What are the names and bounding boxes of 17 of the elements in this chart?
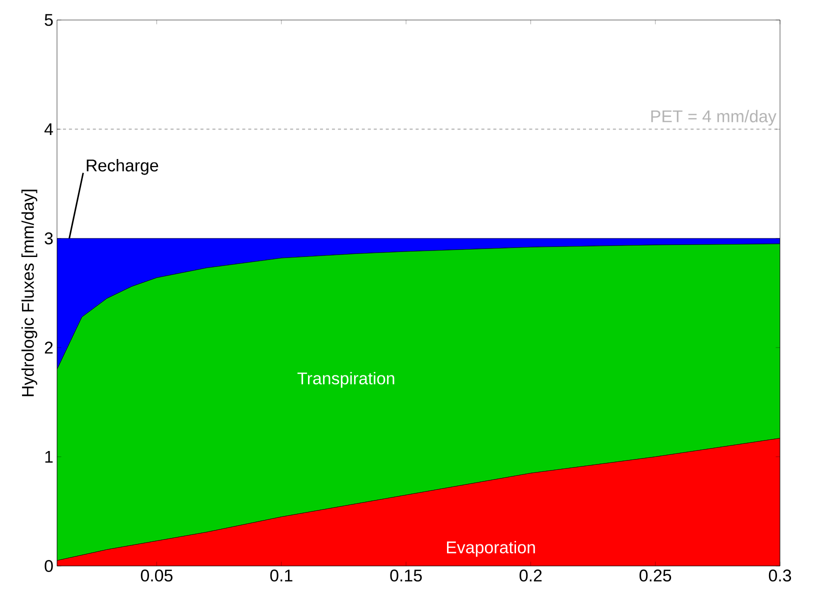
text: Recharge (86, 159, 158, 175)
y-tick-label: 5 (44, 14, 53, 26)
series-label: Evaporation (447, 540, 535, 557)
y-tick-label: 4 (44, 123, 53, 136)
x-tick-label: 0.2 (520, 570, 542, 582)
x-tick-label: 0.25 (640, 570, 672, 582)
y-tick-label: 3 (44, 232, 53, 244)
x-tick-label: 0.05 (140, 570, 172, 582)
y-tick-label: 2 (44, 342, 53, 354)
y-tick-label: 1 (45, 450, 53, 463)
series-label: Transpiration (297, 372, 394, 388)
y-axis-title: Hydrologic Fluxes [mm/day] (21, 190, 38, 396)
x-tick-label: 0.15 (390, 570, 422, 582)
y-tick-label: 0 (44, 560, 53, 572)
ref-line-label: PET = 4 mm/day (651, 110, 776, 126)
x-tick-label: 0.1 (270, 570, 292, 582)
x-tick-label: 0.3 (768, 570, 792, 582)
